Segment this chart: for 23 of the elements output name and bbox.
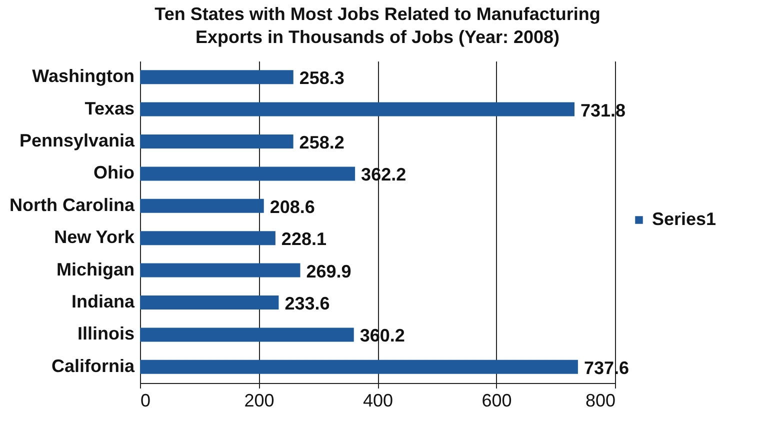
y-tick-label: California: [51, 356, 136, 376]
legend-label: Series1: [652, 209, 716, 229]
data-label: 208.6: [270, 196, 315, 217]
data-label: 228.1: [281, 229, 326, 250]
y-tick-label: Michigan: [56, 259, 134, 280]
y-tick-label: North Carolina: [9, 194, 136, 215]
chart-title: Ten States with Most Jobs Related to Manufacturing Exports in Thousands of Jobs (Year: 2008): [154, 4, 600, 47]
data-label: 269.9: [306, 261, 352, 282]
x-tick-label: 800: [585, 390, 616, 410]
y-tick-label: New York: [54, 227, 136, 248]
y-tick-label: Pennsylvania: [19, 130, 136, 150]
data-label: 258.3: [299, 68, 344, 88]
x-tick-label: 400: [362, 390, 394, 410]
y-tick-label: Texas: [84, 98, 134, 118]
y-tick-label: Ohio: [94, 162, 134, 183]
x-tick-label: 600: [482, 390, 512, 410]
y-tick-label: Indiana: [71, 292, 136, 312]
y-tick-label: Illinois: [77, 324, 134, 344]
x-tick-label: 200: [244, 390, 274, 410]
x-tick-label: 0: [140, 390, 151, 410]
y-tick-label: Washington: [32, 66, 134, 86]
data-label: 258.2: [299, 132, 344, 152]
data-label: 233.6: [284, 294, 330, 314]
